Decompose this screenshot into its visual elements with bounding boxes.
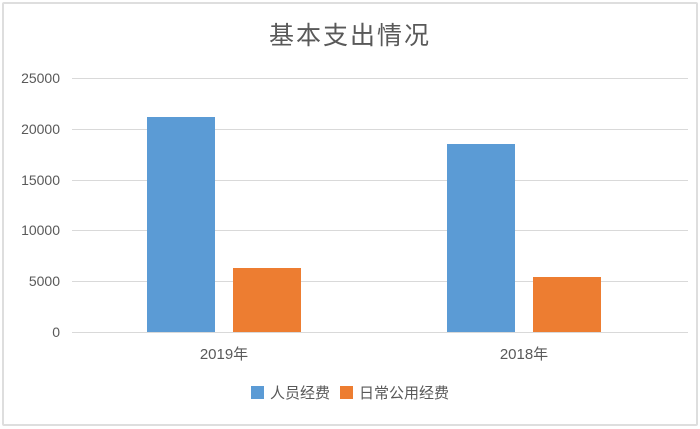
gridline	[72, 78, 688, 79]
y-axis-tick-label: 25000	[21, 70, 60, 86]
legend: 人员经费 日常公用经费	[0, 382, 700, 403]
plot-area	[72, 78, 688, 333]
legend-label: 人员经费	[269, 385, 330, 402]
bar-series-1-group-0	[233, 268, 301, 332]
y-axis-tick-label: 5000	[28, 273, 60, 290]
bar-series-0-group-1	[447, 144, 515, 332]
legend-swatch-icon	[340, 386, 353, 399]
gridline	[72, 230, 688, 232]
gridline	[72, 128, 688, 130]
x-axis-category-label: 2018年	[499, 346, 549, 363]
y-axis-tick-label: 0	[52, 324, 60, 340]
bar-series-0-group-0	[147, 117, 215, 332]
legend-label: 日常公用经费	[359, 385, 450, 402]
bar-series-1-group-1	[533, 277, 601, 332]
y-axis-tick-label: 10000	[21, 222, 60, 239]
gridline	[72, 281, 688, 283]
y-axis-tick-label: 15000	[21, 171, 60, 188]
gridline	[72, 332, 688, 333]
legend-item-series-1: 日常公用经费	[340, 382, 449, 403]
legend-item-series-0: 人员经费	[250, 382, 330, 403]
chart-title: 基本支出情况	[268, 23, 431, 50]
legend-swatch-icon	[250, 386, 264, 399]
gridline	[72, 179, 688, 181]
y-axis-tick-label: 20000	[21, 120, 60, 137]
x-axis-category-label: 2019年	[199, 346, 249, 363]
